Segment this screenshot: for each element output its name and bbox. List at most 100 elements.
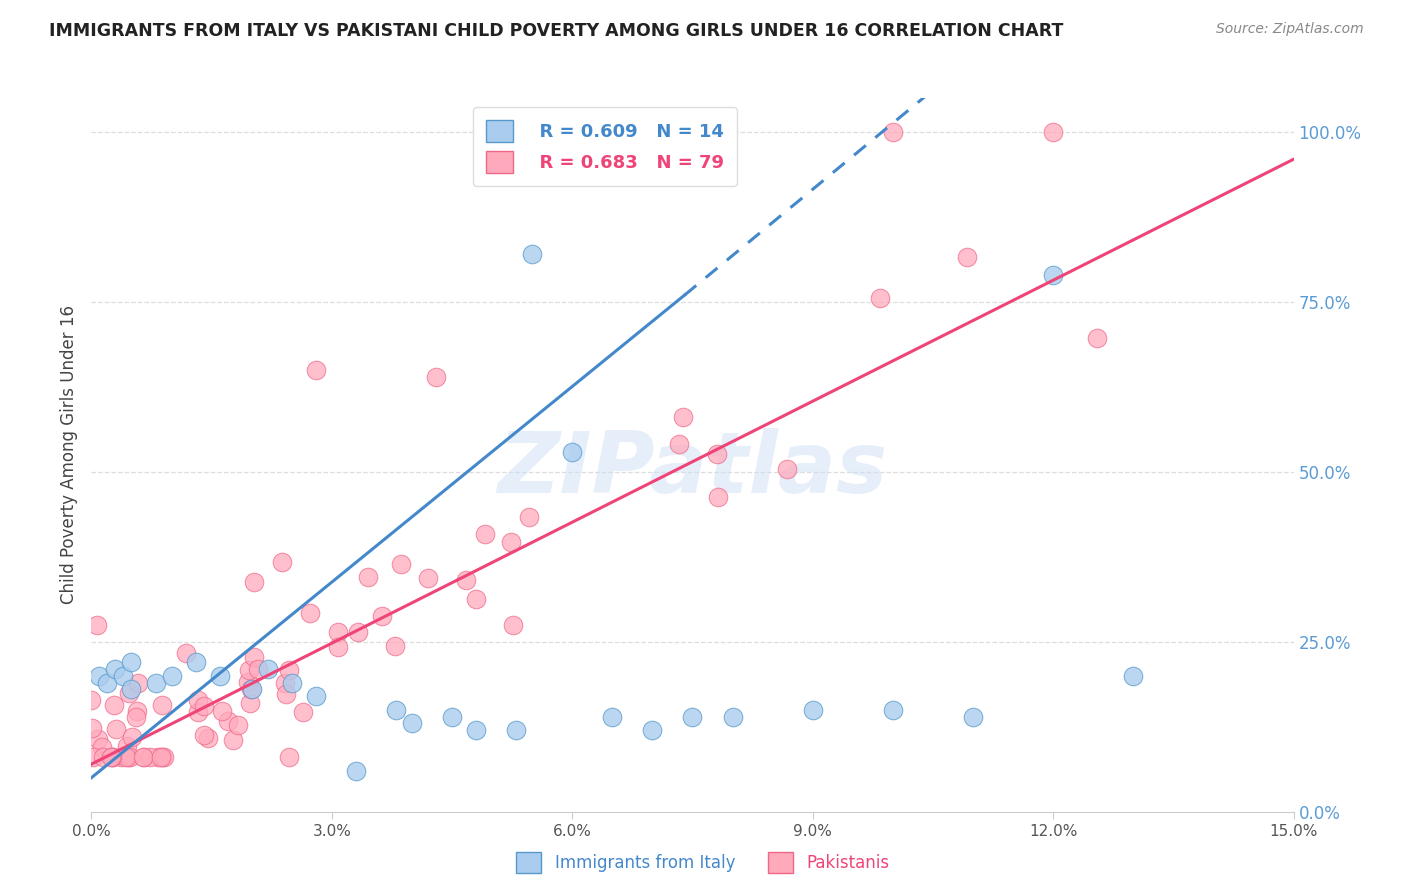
Point — [100, 750, 122, 764]
Point — [505, 723, 527, 738]
Point — [86, 731, 108, 746]
Point — [236, 675, 259, 690]
Point — [174, 646, 197, 660]
Point — [153, 750, 176, 764]
Point — [91, 750, 114, 764]
Point — [955, 250, 977, 264]
Point — [277, 663, 299, 677]
Point — [465, 723, 488, 738]
Point — [240, 681, 263, 696]
Point — [132, 750, 155, 764]
Point — [706, 447, 728, 461]
Point — [117, 739, 139, 753]
Point — [104, 662, 127, 676]
Point — [1042, 125, 1064, 139]
Point — [127, 676, 149, 690]
Text: Source: ZipAtlas.com: Source: ZipAtlas.com — [1216, 22, 1364, 37]
Point — [326, 640, 349, 654]
Point — [962, 709, 984, 723]
Point — [80, 693, 103, 707]
Point — [96, 675, 118, 690]
Point — [357, 570, 380, 584]
Point — [721, 709, 744, 723]
Point — [641, 723, 664, 738]
Point — [208, 669, 231, 683]
Point — [801, 703, 824, 717]
Point — [211, 704, 233, 718]
Point — [465, 592, 488, 607]
Point — [89, 669, 111, 683]
Point — [1122, 669, 1144, 683]
Point — [274, 675, 297, 690]
Point — [139, 750, 162, 764]
Y-axis label: Child Poverty Among Girls Under 16: Child Poverty Among Girls Under 16 — [59, 305, 77, 605]
Point — [187, 706, 209, 720]
Point — [243, 649, 266, 664]
Point — [240, 682, 263, 697]
Point — [299, 606, 322, 620]
Point — [125, 704, 148, 718]
Point — [86, 617, 108, 632]
Point — [82, 750, 104, 764]
Point — [672, 410, 695, 425]
Text: ZIPatlas: ZIPatlas — [498, 427, 887, 511]
Point — [114, 750, 136, 764]
Point — [384, 639, 406, 653]
Point — [274, 687, 297, 701]
Point — [385, 703, 408, 717]
Point — [668, 437, 690, 451]
Point — [401, 716, 423, 731]
Point — [882, 125, 904, 139]
Point — [125, 709, 148, 723]
Point — [501, 535, 523, 549]
Point — [193, 698, 215, 713]
Point — [278, 750, 301, 764]
Point — [121, 730, 143, 744]
Point — [121, 655, 143, 669]
Point — [238, 663, 260, 677]
Point — [239, 696, 262, 710]
Point — [1087, 331, 1109, 345]
Point — [389, 557, 412, 571]
Point — [101, 750, 124, 764]
Point — [882, 703, 904, 717]
Point — [474, 526, 496, 541]
Point — [291, 706, 314, 720]
Point — [602, 709, 624, 723]
Legend: Immigrants from Italy, Pakistanis: Immigrants from Italy, Pakistanis — [509, 846, 897, 880]
Point — [80, 721, 103, 735]
Point — [561, 444, 583, 458]
Point — [150, 750, 173, 764]
Point — [197, 731, 219, 745]
Point — [243, 574, 266, 589]
Legend:   R = 0.609   N = 14,   R = 0.683   N = 79: R = 0.609 N = 14, R = 0.683 N = 79 — [472, 107, 737, 186]
Point — [112, 669, 135, 683]
Point — [103, 698, 125, 712]
Point — [247, 662, 270, 676]
Point — [132, 750, 155, 764]
Point — [328, 625, 350, 640]
Point — [104, 723, 127, 737]
Point — [305, 363, 328, 377]
Point — [222, 733, 245, 747]
Point — [270, 555, 292, 569]
Point — [502, 617, 524, 632]
Point — [256, 662, 278, 676]
Point — [1042, 268, 1064, 282]
Point — [371, 608, 394, 623]
Point — [217, 714, 239, 728]
Point — [110, 750, 132, 764]
Point — [150, 698, 173, 712]
Point — [160, 669, 183, 683]
Text: IMMIGRANTS FROM ITALY VS PAKISTANI CHILD POVERTY AMONG GIRLS UNDER 16 CORRELATIO: IMMIGRANTS FROM ITALY VS PAKISTANI CHILD… — [49, 22, 1063, 40]
Point — [117, 750, 139, 764]
Point — [776, 462, 799, 476]
Point — [344, 764, 367, 778]
Point — [418, 570, 440, 584]
Point — [91, 740, 114, 755]
Point — [101, 750, 124, 764]
Point — [707, 490, 730, 504]
Point — [454, 573, 477, 587]
Point — [193, 728, 215, 742]
Point — [305, 689, 328, 703]
